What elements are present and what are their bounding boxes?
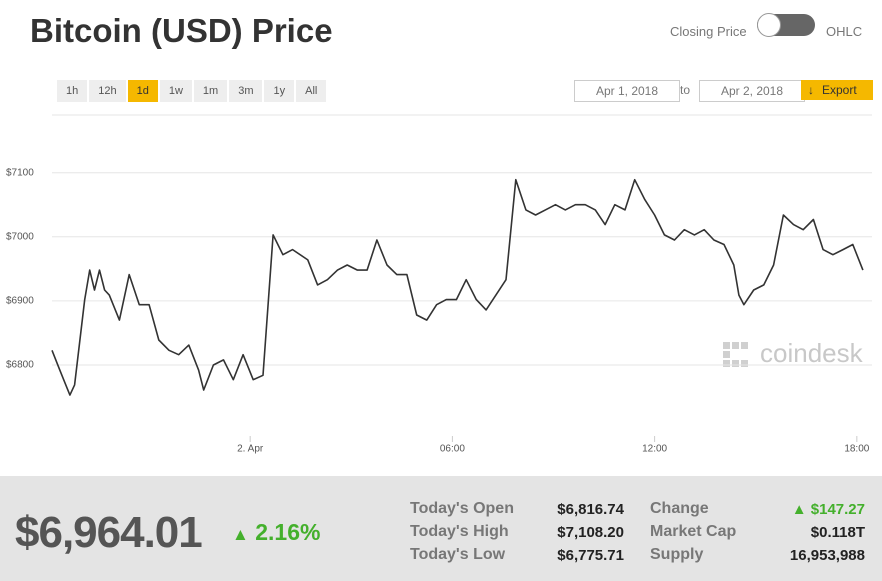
y-tick-label: $7000 [6,231,34,242]
up-arrow: ▲ [791,501,811,518]
x-tick-label: 06:00 [440,444,465,455]
y-tick-label: $6900 [6,296,34,307]
price-line [51,178,864,396]
range-button[interactable]: 12h [89,80,126,102]
summary-panel [0,476,882,581]
stat-value: 16,953,988 [789,547,865,564]
export-label: Export [822,83,857,97]
stat-label: Today's Low [410,546,506,563]
date-from[interactable]: Apr 1, 2018 [574,80,680,102]
x-tick-label: 2. Apr [237,444,264,455]
stat-label: Market Cap [650,523,737,540]
range-button[interactable]: 1d [127,80,158,102]
x-tick-label: 18:00 [844,444,869,455]
export-icon: ↓ [808,83,814,97]
current-price: $6,964.01 [15,508,203,557]
export-button[interactable]: ↓ Export [801,80,873,100]
title: Bitcoin (USD) Price [30,12,333,49]
x-tick-label: 12:00 [642,444,667,455]
range-button[interactable]: 1w [159,80,192,102]
range-button[interactable]: 1y [264,80,295,102]
change-percent-value: 2.16% [255,519,321,545]
stat-label: Today's High [410,523,509,540]
stat-value: $6,816.74 [557,501,624,518]
range-button[interactable]: 1m [193,80,228,102]
up-arrow: ▲ [232,525,249,544]
watermark: coindesk [760,338,864,368]
change-percent: ▲ 2.16% [232,519,320,546]
stat-value: $0.118T [810,524,865,541]
watermark-icon [723,342,748,367]
range-button[interactable]: 1h [57,80,88,102]
toggle-knob [757,13,781,37]
y-tick-label: $6800 [6,360,34,371]
stat-value: $6,775.71 [557,547,624,564]
range-button[interactable]: 3m [229,80,263,102]
stat-label: Today's Open [410,500,514,517]
stat-label: Supply [650,546,704,563]
stat-value: ▲ $147.27 [791,501,865,518]
range-buttons: 1h 12h 1d 1w 1m 3m 1y All [57,80,327,102]
range-button[interactable]: All [296,80,327,102]
y-tick-label: $7100 [6,167,34,178]
date-to[interactable]: Apr 2, 2018 [699,80,805,102]
toggle-label: Closing Price [670,24,747,39]
toggle-label: OHLC [826,24,863,39]
date-separator: to [680,83,691,97]
stat-label: Change [650,500,709,517]
stat-value: $7,108.20 [557,524,624,541]
chart: coindesk $6800 $6900 $7000 $7100 2. Apr 06:00… [6,114,872,455]
